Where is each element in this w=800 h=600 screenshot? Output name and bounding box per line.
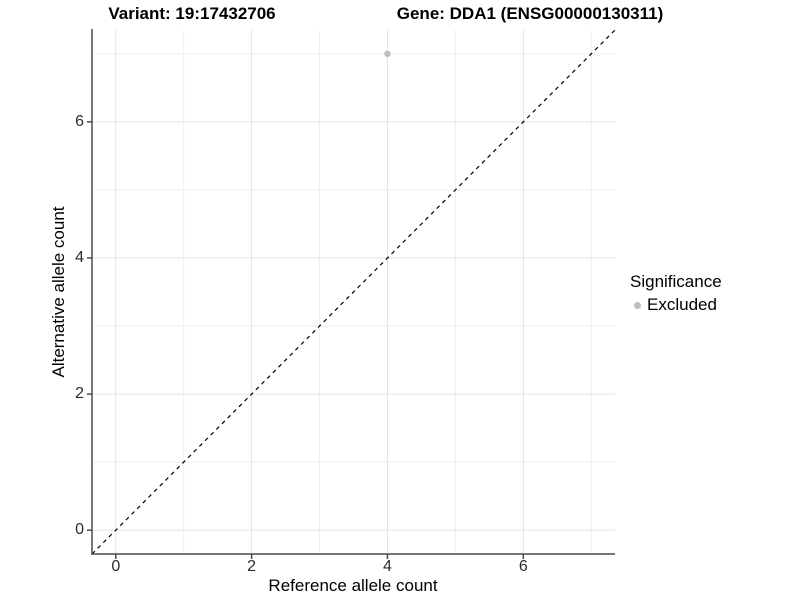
- legend: Significance Excluded: [630, 272, 722, 315]
- x-tick-label: 0: [111, 558, 121, 575]
- y-axis-title: Alternative allele count: [49, 206, 68, 378]
- legend-point-icon: [634, 301, 641, 309]
- x-tick-label: 4: [383, 558, 392, 575]
- x-tick-label: 6: [518, 558, 528, 575]
- plot-title-gene: Gene: DDA1 (ENSG00000130311): [396, 4, 664, 23]
- y-tick-label: 4: [75, 248, 84, 266]
- x-axis-title: Reference allele count: [268, 576, 438, 595]
- y-tick-label: 2: [75, 385, 84, 403]
- identity-reference-line: [91, 29, 616, 555]
- x-tick-label: 2: [247, 558, 257, 575]
- legend-entry-excluded: Excluded: [630, 295, 722, 315]
- y-tick-label: 0: [75, 521, 84, 539]
- legend-title: Significance: [630, 272, 722, 291]
- plot-title-variant: Variant: 19:17432706: [108, 4, 276, 23]
- legend-entry-label: Excluded: [647, 295, 717, 314]
- y-tick-label: 6: [75, 112, 84, 130]
- data-point: [384, 50, 391, 58]
